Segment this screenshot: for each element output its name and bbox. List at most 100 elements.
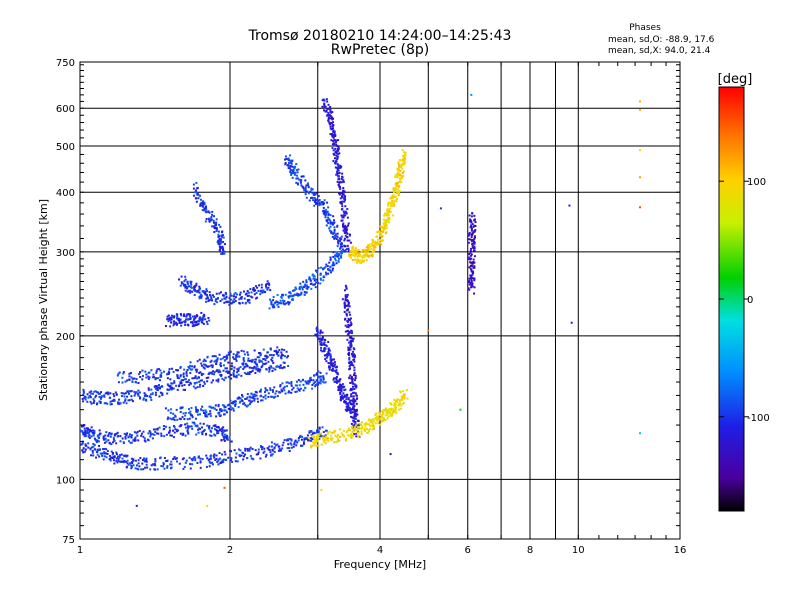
echo-point	[327, 213, 330, 216]
echo-point	[183, 280, 186, 283]
echo-point	[292, 294, 295, 297]
echo-point	[288, 161, 291, 164]
echo-point	[259, 388, 262, 391]
echo-point	[224, 297, 227, 300]
echo-point	[320, 343, 323, 346]
echo-point	[268, 284, 271, 287]
echo-point	[343, 231, 346, 234]
echo-point	[257, 368, 260, 371]
echo-point	[349, 255, 352, 258]
echo-point	[354, 258, 357, 261]
echo-point	[394, 174, 397, 177]
echo-point	[274, 392, 277, 395]
echo-point	[204, 363, 207, 366]
echo-point	[167, 320, 170, 323]
echo-point	[336, 371, 339, 374]
echo-point	[333, 441, 336, 444]
echo-point	[312, 193, 315, 196]
echo-point	[209, 462, 212, 465]
echo-point	[265, 286, 268, 289]
echo-point	[188, 366, 191, 369]
echo-point	[267, 286, 270, 289]
echo-point	[292, 386, 295, 389]
echo-point	[323, 348, 326, 351]
echo-point	[175, 384, 178, 387]
echo-point	[133, 394, 136, 397]
echo-point	[216, 358, 219, 361]
echo-point	[473, 224, 476, 227]
echo-point	[348, 365, 351, 368]
echo-point	[184, 461, 187, 464]
echo-point	[214, 404, 217, 407]
echo-point	[471, 242, 474, 245]
echo-point	[232, 409, 235, 412]
echo-point	[379, 225, 382, 228]
echo-point	[154, 468, 157, 471]
echo-point	[141, 462, 144, 465]
echo-point	[473, 255, 476, 258]
echo-point	[470, 270, 473, 273]
echo-point	[208, 434, 211, 437]
echo-point	[131, 465, 134, 468]
echo-point	[389, 409, 392, 412]
echo-point	[282, 441, 285, 444]
echo-point	[219, 370, 222, 373]
echo-point	[81, 449, 84, 452]
echo-point	[235, 354, 238, 357]
echo-point	[318, 427, 321, 430]
echo-point	[232, 356, 235, 359]
echo-point	[279, 299, 282, 302]
echo-point	[469, 267, 472, 270]
echo-point	[94, 396, 97, 399]
echo-point	[243, 353, 246, 356]
echo-point	[128, 390, 131, 393]
echo-point	[336, 225, 339, 228]
echo-point	[336, 170, 339, 173]
echo-point	[295, 384, 298, 387]
echo-point	[212, 454, 215, 457]
echo-point	[106, 391, 109, 394]
echo-point	[352, 424, 355, 427]
echo-point	[163, 467, 166, 470]
echo-point	[331, 116, 334, 119]
echo-point	[335, 262, 338, 265]
echo-point	[378, 413, 381, 416]
echo-point	[151, 437, 154, 440]
echo-point	[106, 453, 109, 456]
echo-point	[348, 347, 351, 350]
echo-point	[206, 380, 209, 383]
echo-point	[204, 412, 207, 415]
echo-point	[183, 284, 186, 287]
echo-point	[314, 193, 317, 196]
echo-point	[186, 280, 189, 283]
echo-point	[388, 218, 391, 221]
echo-point	[335, 150, 338, 153]
echo-point	[337, 178, 340, 181]
echo-point	[347, 308, 350, 311]
echo-point	[331, 134, 334, 137]
echo-point	[90, 429, 93, 432]
echo-point	[351, 251, 354, 254]
echo-point	[353, 401, 356, 404]
echo-point	[291, 165, 294, 168]
echo-point	[245, 301, 248, 304]
echo-point	[219, 225, 222, 228]
echo-point	[196, 192, 199, 195]
echo-point	[173, 431, 176, 434]
echo-point	[268, 370, 271, 373]
echo-point	[229, 449, 232, 452]
echo-point	[282, 387, 285, 390]
echo-point	[352, 397, 355, 400]
echo-point	[110, 443, 113, 446]
echo-point	[473, 237, 476, 240]
echo-point	[312, 199, 315, 202]
echo-point	[301, 288, 304, 291]
echo-point	[221, 427, 224, 430]
echo-point	[347, 303, 350, 306]
echo-point	[128, 399, 131, 402]
echo-point	[381, 412, 384, 415]
echo-point	[353, 391, 356, 394]
echo-point	[182, 467, 185, 470]
echo-point	[386, 220, 389, 223]
echo-point	[111, 399, 114, 402]
